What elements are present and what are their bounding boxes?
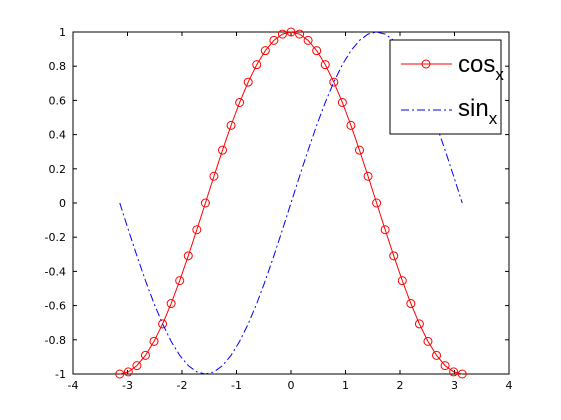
data-point-cos (218, 145, 228, 155)
data-point-cos (363, 171, 373, 181)
x-tick-label: 4 (506, 379, 513, 392)
legend-sin-label: sinx (458, 95, 498, 128)
data-point-cos (303, 35, 313, 45)
x-tick-label: 1 (342, 379, 349, 392)
series-line-cos (119, 31, 463, 375)
x-axis: -4 -3 -2 -1 0 1 2 3 4 (68, 32, 513, 392)
data-point-cos (432, 350, 442, 360)
data-point-cos (183, 251, 193, 261)
x-tick-label: -4 (68, 379, 79, 392)
y-tick-label: -0.2 (45, 231, 66, 244)
data-point-cos (423, 336, 433, 346)
data-point-cos (380, 225, 390, 235)
data-point-cos (243, 77, 253, 87)
legend-cos-name: cos (458, 51, 495, 78)
data-point-cos (449, 367, 459, 377)
data-point-cos (158, 319, 168, 329)
data-point-cos (209, 171, 219, 181)
data-point-cos (286, 27, 296, 37)
y-tick-label: 0 (59, 197, 66, 210)
legend-box (389, 39, 502, 135)
y-tick-label: -1 (55, 368, 66, 381)
data-point-cos (166, 299, 176, 309)
data-point-cos (414, 319, 424, 329)
y-tick-label: 0.2 (49, 163, 67, 176)
y-tick-label: -0.4 (45, 265, 66, 278)
data-point-cos (440, 361, 450, 371)
data-point-cos (200, 198, 210, 208)
data-point-cos (132, 361, 142, 371)
data-point-cos (192, 225, 202, 235)
y-tick-label: -0.8 (45, 334, 66, 347)
x-tick-label: -1 (231, 379, 242, 392)
data-point-cos (277, 29, 287, 39)
data-point-cos (252, 60, 262, 70)
x-tick-label: -2 (177, 379, 188, 392)
data-point-cos (115, 369, 125, 379)
legend: cosx sinx (389, 39, 504, 135)
x-tick-label: 2 (397, 379, 404, 392)
y-tick-label: 1 (59, 26, 66, 39)
x-tick-label: -3 (122, 379, 133, 392)
data-point-cos (346, 120, 356, 130)
data-point-cos (269, 35, 279, 45)
data-point-cos (397, 276, 407, 286)
data-point-cos (175, 276, 185, 286)
data-point-cos (320, 60, 330, 70)
data-point-cos (406, 299, 416, 309)
data-point-cos (337, 97, 347, 107)
data-point-cos (295, 29, 305, 39)
data-point-cos (235, 97, 245, 107)
y-tick-label: 0.8 (49, 60, 67, 73)
x-tick-label: 3 (451, 379, 458, 392)
data-point-cos (226, 120, 236, 130)
data-point-cos (312, 46, 322, 56)
y-tick-label: 0.6 (49, 94, 67, 107)
y-tick-label: 0.4 (49, 129, 67, 142)
x-tick-label: 0 (288, 379, 295, 392)
legend-cos-sub: x (495, 65, 504, 84)
data-point-cos (389, 251, 399, 261)
data-point-cos (140, 350, 150, 360)
legend-sin-sub: x (489, 109, 498, 128)
y-axis: -1 -0.8 -0.6 -0.4 -0.2 0 0.2 0.4 0.6 0.8 1 (45, 26, 509, 381)
data-point-cos (123, 367, 133, 377)
data-point-cos (372, 198, 382, 208)
legend-cos-marker (421, 59, 431, 69)
data-point-cos (354, 145, 364, 155)
data-point-cos (149, 336, 159, 346)
data-point-cos (260, 46, 270, 56)
data-point-cos (329, 77, 339, 87)
legend-cos-label: cosx (458, 51, 504, 84)
data-point-cos (457, 369, 467, 379)
legend-sin-name: sin (458, 95, 489, 122)
y-tick-label: -0.6 (45, 300, 66, 313)
